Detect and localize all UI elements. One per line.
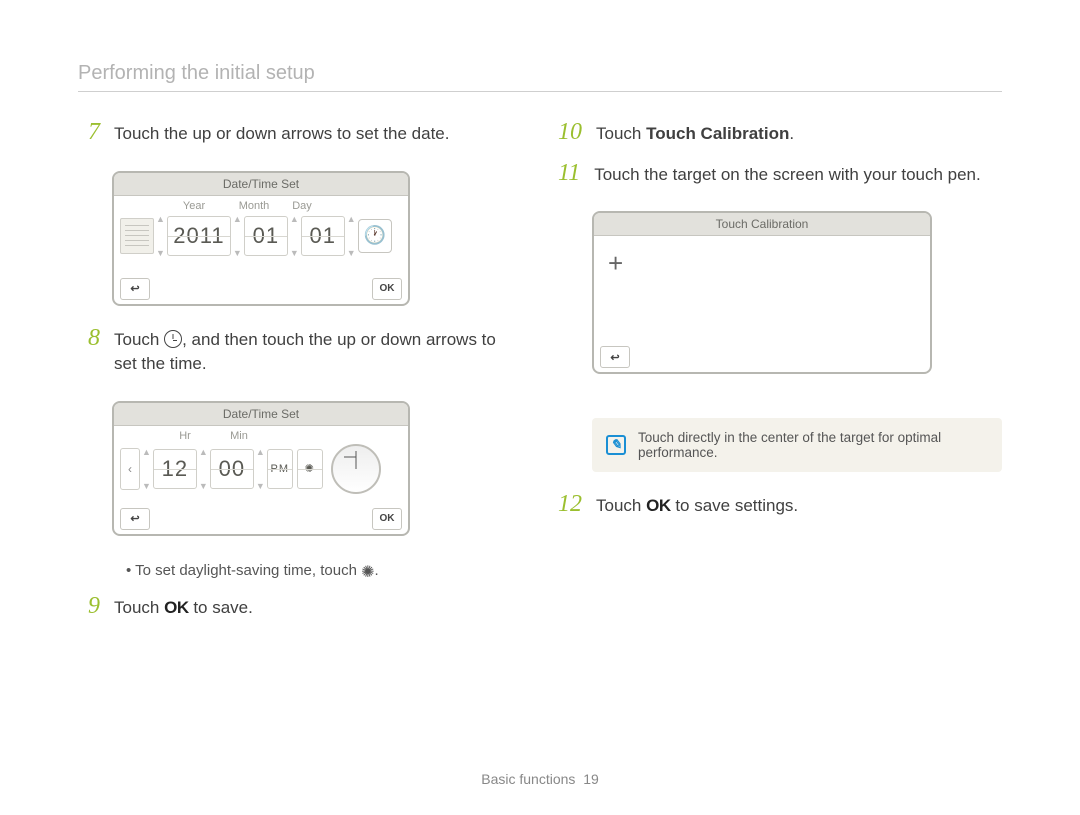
step-10: 10 Touch Touch Calibration. [558,120,1002,147]
min-arrows[interactable]: ▲▼ [199,447,208,491]
screen-title: Touch Calibration [594,213,930,236]
step-12: 12 Touch OK to save settings. [558,492,1002,519]
step-9-post: to save. [189,598,253,617]
step-10-post: . [789,124,794,143]
right-column: 10 Touch Touch Calibration. 11 Touch the… [558,120,1002,635]
ok-label: OK [164,598,189,617]
step-number: 9 [78,594,100,618]
screen-title: Date/Time Set [114,173,408,196]
header-divider [78,91,1002,92]
back-button[interactable]: ↩ [600,346,630,368]
day-value[interactable]: 01 [301,216,345,256]
step-11: 11 Touch the target on the screen with y… [558,161,1002,188]
step-12-post: to save settings. [671,496,799,515]
time-set-screen: Date/Time Set Hr Min ‹ ▲▼ 12 ▲▼ 00 ▲▼ PM… [112,401,410,536]
step-number: 11 [558,161,580,185]
date-set-screen: Date/Time Set Year Month Day ▲▼ 2011 ▲▼ … [112,171,410,306]
step-7: 7 Touch the up or down arrows to set the… [78,120,498,147]
step-text: Touch OK to save settings. [596,492,1002,519]
step-number: 7 [78,120,100,144]
step-10-pre: Touch [596,124,646,143]
day-arrows-r[interactable]: ▲▼ [347,214,356,258]
step-number: 12 [558,492,582,516]
label-year: Year [158,200,230,212]
step-8-pre: Touch [114,330,164,349]
hour-value[interactable]: 12 [153,449,197,489]
step-text: Touch the target on the screen with your… [594,161,1002,188]
footer-page: 19 [583,771,599,787]
step-text: Touch the up or down arrows to set the d… [114,120,498,147]
note-icon: ✎ [606,435,626,455]
prev-button[interactable]: ‹ [120,448,140,490]
label-month: Month [230,200,278,212]
dst-toggle[interactable]: ✺ [297,449,323,489]
back-button[interactable]: ↩ [120,278,150,300]
step-10-bold: Touch Calibration [646,124,789,143]
day-arrows[interactable]: ▲▼ [290,214,299,258]
step-text: Touch Touch Calibration. [596,120,1002,147]
note-text: Touch directly in the center of the targ… [638,430,988,460]
clock-icon [164,330,182,348]
ok-button[interactable]: OK [372,508,402,530]
step-8-bullet: To set daylight-saving time, touch ✺. [126,562,498,582]
page-footer: Basic functions 19 [0,771,1080,787]
label-min: Min [212,430,266,442]
calibration-screen: Touch Calibration + ↩ [592,211,932,374]
hr-arrows[interactable]: ▲▼ [142,447,151,491]
step-number: 8 [78,326,100,350]
clock-mode-button[interactable]: 🕐 [358,219,392,253]
dst-icon: ✺ [361,564,374,581]
minute-value[interactable]: 00 [210,449,254,489]
month-arrows[interactable]: ▲▼ [233,214,242,258]
step-number: 10 [558,120,582,144]
year-arrows[interactable]: ▲▼ [156,214,165,258]
footer-section: Basic functions [481,771,575,787]
step-text: Touch , and then touch the up or down ar… [114,326,498,377]
step-9-pre: Touch [114,598,164,617]
step-text: Touch OK to save. [114,594,498,621]
year-value[interactable]: 2011 [167,216,231,256]
ok-button[interactable]: OK [372,278,402,300]
calibration-target-icon[interactable]: + [608,248,623,279]
label-day: Day [278,200,326,212]
ok-label: OK [646,496,671,515]
step-9: 9 Touch OK to save. [78,594,498,621]
page-title: Performing the initial setup [78,62,1002,85]
back-button[interactable]: ↩ [120,508,150,530]
ampm-value[interactable]: PM [267,449,293,489]
left-column: 7 Touch the up or down arrows to set the… [78,120,498,635]
step-8: 8 Touch , and then touch the up or down … [78,326,498,377]
label-hr: Hr [158,430,212,442]
note-box: ✎ Touch directly in the center of the ta… [592,418,1002,472]
content-columns: 7 Touch the up or down arrows to set the… [78,120,1002,635]
month-value[interactable]: 01 [244,216,288,256]
calendar-icon [120,218,154,254]
bullet-text: To set daylight-saving time, touch [135,562,361,579]
step-12-pre: Touch [596,496,646,515]
screen-title: Date/Time Set [114,403,408,426]
analog-clock-icon [331,444,381,494]
ampm-arrows[interactable]: ▲▼ [256,447,265,491]
